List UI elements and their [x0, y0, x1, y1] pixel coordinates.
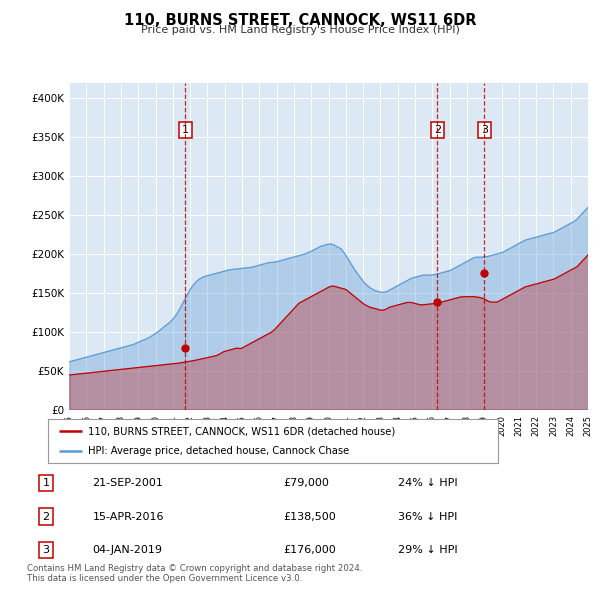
Text: 29% ↓ HPI: 29% ↓ HPI: [398, 545, 458, 555]
Text: 1: 1: [43, 478, 50, 488]
Text: Price paid vs. HM Land Registry's House Price Index (HPI): Price paid vs. HM Land Registry's House …: [140, 25, 460, 35]
Text: 1: 1: [182, 125, 189, 135]
Text: 21-SEP-2001: 21-SEP-2001: [92, 478, 163, 488]
Text: 3: 3: [43, 545, 50, 555]
Text: Contains HM Land Registry data © Crown copyright and database right 2024.
This d: Contains HM Land Registry data © Crown c…: [27, 563, 362, 583]
Text: 04-JAN-2019: 04-JAN-2019: [92, 545, 163, 555]
Text: 2: 2: [434, 125, 441, 135]
Text: HPI: Average price, detached house, Cannock Chase: HPI: Average price, detached house, Cann…: [89, 446, 350, 455]
Text: 110, BURNS STREET, CANNOCK, WS11 6DR (detached house): 110, BURNS STREET, CANNOCK, WS11 6DR (de…: [89, 427, 396, 436]
Text: 24% ↓ HPI: 24% ↓ HPI: [398, 478, 458, 488]
Text: 15-APR-2016: 15-APR-2016: [92, 512, 164, 522]
Text: 2: 2: [43, 512, 50, 522]
Text: £79,000: £79,000: [284, 478, 329, 488]
Text: £138,500: £138,500: [284, 512, 337, 522]
Text: 36% ↓ HPI: 36% ↓ HPI: [398, 512, 458, 522]
Text: 110, BURNS STREET, CANNOCK, WS11 6DR: 110, BURNS STREET, CANNOCK, WS11 6DR: [124, 13, 476, 28]
Text: £176,000: £176,000: [284, 545, 337, 555]
Text: 3: 3: [481, 125, 488, 135]
